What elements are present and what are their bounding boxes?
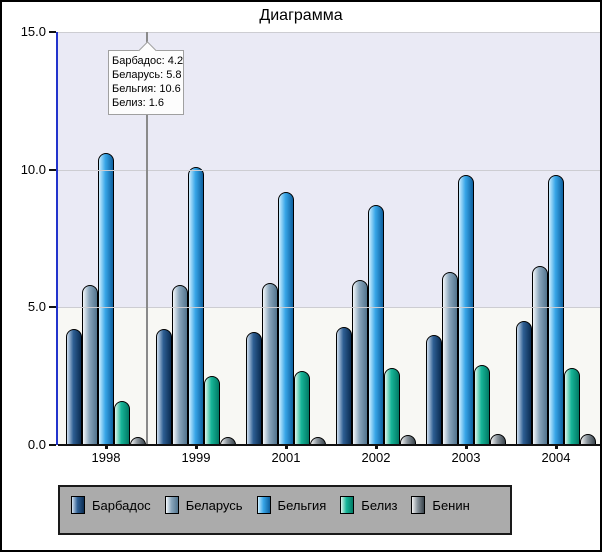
legend-item-Барбадос[interactable]: Барбадос: [71, 496, 151, 514]
bar-Белиз-2003[interactable]: [474, 365, 490, 445]
legend-swatch-icon: [71, 496, 85, 514]
bar-Беларусь-2004[interactable]: [532, 266, 548, 445]
x-tick-1998: [105, 445, 108, 449]
tooltip-line-1: Беларусь: 5.8: [112, 69, 182, 81]
x-tick-label-1999: 1999: [181, 450, 211, 465]
bar-Беларусь-2002[interactable]: [352, 280, 368, 445]
bar-Барбадос-2004[interactable]: [516, 321, 532, 445]
bar-Бельгия-1999[interactable]: [188, 167, 204, 445]
x-tick-label-2002: 2002: [361, 450, 391, 465]
legend-swatch-icon: [340, 496, 355, 514]
y-tick-5: [49, 306, 56, 309]
y-tick-10: [49, 168, 56, 171]
x-tick-2003: [465, 445, 468, 449]
legend-swatch-icon: [164, 496, 179, 514]
legend-label: Бенин: [432, 497, 470, 513]
x-tick-1999: [195, 445, 198, 449]
tooltip: Барбадос: 4.2 Беларусь: 5.8 Бельгия: 10.6 Б…: [108, 41, 184, 115]
gridline-15: [58, 32, 600, 33]
plot-area[interactable]: [58, 32, 600, 445]
bar-Бельгия-2001[interactable]: [278, 192, 294, 445]
legend: Барбадос Беларусь Бельгия Белиз Бенин: [58, 485, 512, 535]
legend-item-Бельгия[interactable]: Бельгия: [256, 496, 327, 514]
bar-Бенин-2002[interactable]: [400, 435, 416, 445]
gridline-10: [58, 169, 600, 171]
bar-Беларусь-1998[interactable]: [82, 285, 98, 445]
x-tick-2002: [375, 445, 378, 449]
legend-item-Белиз[interactable]: Белиз: [340, 496, 397, 514]
legend-swatch-icon: [411, 496, 426, 514]
bar-Бенин-2003[interactable]: [490, 434, 506, 445]
x-tick-label-2003: 2003: [451, 450, 481, 465]
legend-item-Бенин[interactable]: Бенин: [411, 496, 470, 514]
bar-Бельгия-2003[interactable]: [458, 175, 474, 445]
chart-title: Диаграмма: [259, 7, 343, 24]
bar-Бенин-2004[interactable]: [580, 434, 596, 445]
tooltip-line-0: Барбадос: 4.2: [112, 55, 184, 67]
y-tick-15: [49, 31, 56, 33]
bar-Барбадос-2002[interactable]: [336, 327, 352, 445]
y-axis: [56, 32, 58, 445]
crosshair-marker-line: [146, 32, 148, 445]
y-tick-0: [49, 444, 56, 446]
bar-Беларусь-1999[interactable]: [172, 285, 188, 445]
bar-Беларусь-2001[interactable]: [262, 283, 278, 445]
x-tick-2001: [285, 445, 288, 449]
legend-label: Белиз: [361, 497, 398, 513]
bar-Беларусь-2003[interactable]: [442, 272, 458, 445]
bar-Барбадос-2003[interactable]: [426, 335, 442, 445]
bar-Барбадос-1998[interactable]: [66, 329, 82, 445]
legend-label: Барбадос: [92, 497, 151, 513]
legend-item-Беларусь[interactable]: Беларусь: [164, 496, 243, 514]
bar-Бельгия-1998[interactable]: [98, 153, 114, 445]
x-axis: [58, 444, 600, 446]
y-tick-label-0: 0.0: [27, 437, 46, 452]
bar-Барбадос-1999[interactable]: [156, 329, 172, 445]
x-tick-label-2004: 2004: [541, 450, 571, 465]
y-tick-label-5: 5.0: [27, 299, 46, 315]
bar-Бельгия-2002[interactable]: [368, 205, 384, 445]
bar-Белиз-2002[interactable]: [384, 368, 400, 445]
legend-swatch-icon: [256, 496, 271, 514]
bar-Белиз-1998[interactable]: [114, 401, 130, 445]
x-tick-label-2001: 2001: [271, 450, 301, 465]
tooltip-line-2: Бельгия: 10.6: [112, 83, 181, 95]
bar-Барбадос-2001[interactable]: [246, 332, 262, 445]
gridline-5: [58, 307, 600, 309]
bar-Белиз-2004[interactable]: [564, 368, 580, 445]
x-tick-2004: [555, 445, 558, 449]
x-tick-label-1998: 1998: [91, 450, 121, 465]
bar-Бельгия-2004[interactable]: [548, 175, 564, 445]
legend-label: Бельгия: [277, 497, 327, 513]
y-tick-label-15: 15.0: [20, 24, 46, 39]
y-tick-label-10: 10.0: [20, 161, 46, 177]
bar-Белиз-2001[interactable]: [294, 371, 310, 445]
tooltip-line-3: Белиз: 1.6: [112, 97, 164, 109]
legend-label: Беларусь: [185, 497, 243, 513]
bar-Белиз-1999[interactable]: [204, 376, 220, 445]
